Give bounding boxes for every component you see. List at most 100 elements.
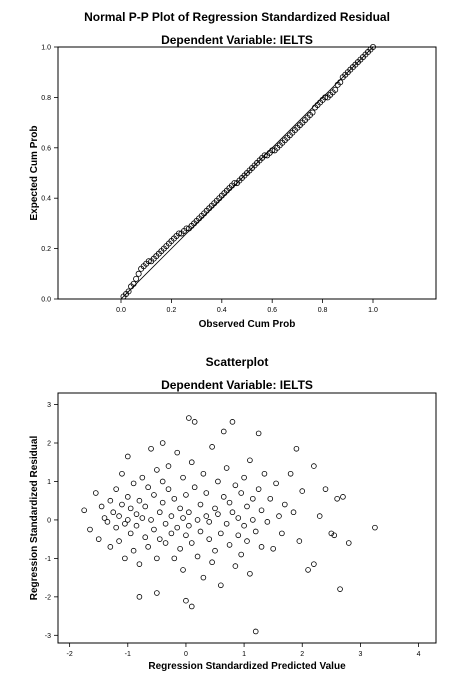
pp-y-tick-label: 0.8 — [41, 95, 51, 102]
scatter-point — [151, 492, 157, 498]
scatter-y-tick-label: -2 — [45, 594, 51, 601]
pp-x-tick-label: 0.2 — [167, 307, 177, 314]
scatter-point — [124, 494, 131, 500]
scatter-point — [148, 517, 154, 523]
scatter-point — [316, 513, 323, 519]
scatter-point — [250, 517, 256, 523]
pp-point — [133, 275, 140, 282]
scatter-point — [110, 509, 117, 516]
scatter-point — [183, 532, 189, 539]
scatter-point — [151, 526, 157, 533]
scatter-point — [241, 474, 247, 481]
scatter-y-ticks: -3 -2 -1 0 1 2 3 — [45, 402, 58, 640]
pp-point — [130, 280, 137, 287]
scatter-point — [165, 463, 172, 469]
scatter-point — [145, 484, 151, 491]
scatter-point — [322, 486, 329, 492]
pp-point — [332, 86, 339, 93]
scatter-point — [218, 530, 224, 537]
pp-point — [369, 44, 376, 51]
pp-x-axis-label: Observed Cum Prob — [199, 319, 296, 330]
scatter-point — [122, 520, 128, 527]
scatter-point — [276, 513, 282, 519]
scatter-point — [119, 470, 125, 477]
scatter-point — [127, 505, 134, 512]
scatter-point — [186, 522, 192, 529]
pp-plot: 0.0 0.2 0.4 0.6 0.8 1.0 0.0 0.2 0.4 0.6 0.8 1.0 Ob… — [29, 44, 437, 330]
scatter-point — [171, 495, 178, 502]
scatter-point — [124, 517, 131, 523]
scatter-point — [232, 563, 239, 569]
scatter-point — [136, 594, 143, 600]
scatter-point — [148, 445, 154, 452]
scatter-point — [154, 590, 160, 596]
scatter-y-tick-label: 0 — [47, 517, 51, 524]
scatter-point — [200, 470, 207, 477]
scatter-point — [142, 534, 149, 541]
scatterplot-title: Scatterplot — [205, 355, 269, 369]
scatter-point — [238, 551, 244, 558]
scatter-point — [188, 540, 195, 546]
scatter-x-tick-label: 3 — [358, 651, 362, 658]
scatter-y-tick-label: 3 — [47, 402, 51, 409]
scatter-point — [200, 574, 207, 581]
scatter-point — [311, 561, 317, 567]
scatter-point — [177, 505, 183, 512]
pp-x-tick-label: 0.0 — [116, 307, 126, 314]
scatter-point — [139, 515, 146, 521]
scatter-point — [197, 528, 204, 535]
scatter-point — [206, 536, 213, 542]
scatter-points — [81, 415, 378, 635]
pp-point — [269, 147, 276, 154]
scatter-x-axis-label: Regression Standardized Predicted Value — [148, 661, 346, 672]
scatter-point — [279, 530, 285, 537]
scatter-point — [81, 507, 87, 514]
pp-points — [120, 44, 376, 300]
scatter-x-tick-label: 0 — [184, 651, 188, 658]
pp-point — [231, 180, 238, 187]
pp-point — [309, 109, 316, 116]
pp-y-tick-label: 1.0 — [41, 45, 51, 52]
scatter-point — [258, 544, 265, 550]
scatter-point — [165, 486, 172, 492]
scatter-point — [331, 532, 338, 539]
scatter-point — [180, 515, 186, 521]
scatter-x-tick-label: -2 — [67, 651, 73, 658]
scatterplot-area — [57, 392, 437, 644]
pp-y-axis-label: Expected Cum Prob — [29, 125, 40, 220]
scatter-point — [270, 545, 276, 552]
scatter-point — [372, 524, 378, 531]
scatter-point — [154, 467, 160, 473]
scatter-point — [337, 586, 343, 592]
scatter-point — [212, 505, 218, 512]
scatter-point — [171, 555, 178, 562]
scatter-point — [203, 513, 210, 519]
scatter-point — [226, 499, 233, 506]
pp-x-tick-label: 0.4 — [217, 307, 227, 314]
scatter-point — [113, 524, 119, 531]
scatter-point — [116, 538, 122, 544]
scatter-point — [124, 453, 131, 460]
scatter-point — [258, 507, 265, 514]
scatter-point — [212, 547, 218, 554]
scatter-point — [174, 449, 181, 456]
scatter-point — [159, 478, 166, 485]
scatter-point — [244, 538, 250, 544]
scatter-point — [296, 538, 303, 544]
scatter-point — [133, 511, 140, 517]
pp-y-ticks: 0.0 0.2 0.4 0.6 0.8 1.0 — [41, 45, 58, 304]
scatter-point — [287, 470, 294, 477]
scatter-point — [145, 544, 151, 550]
scatter-point — [238, 490, 244, 496]
pp-point — [145, 258, 152, 265]
scatter-point — [203, 490, 210, 496]
scatter-point — [177, 545, 183, 552]
scatter-point — [209, 559, 215, 566]
scatter-point — [235, 532, 242, 539]
pp-x-tick-label: 0.6 — [267, 307, 277, 314]
scatterplot: -2 -1 0 1 2 3 4 -3 -2 -1 0 1 2 3 Regression Standard… — [29, 392, 437, 672]
scatter-point — [104, 519, 111, 525]
scatter-point — [299, 488, 306, 494]
